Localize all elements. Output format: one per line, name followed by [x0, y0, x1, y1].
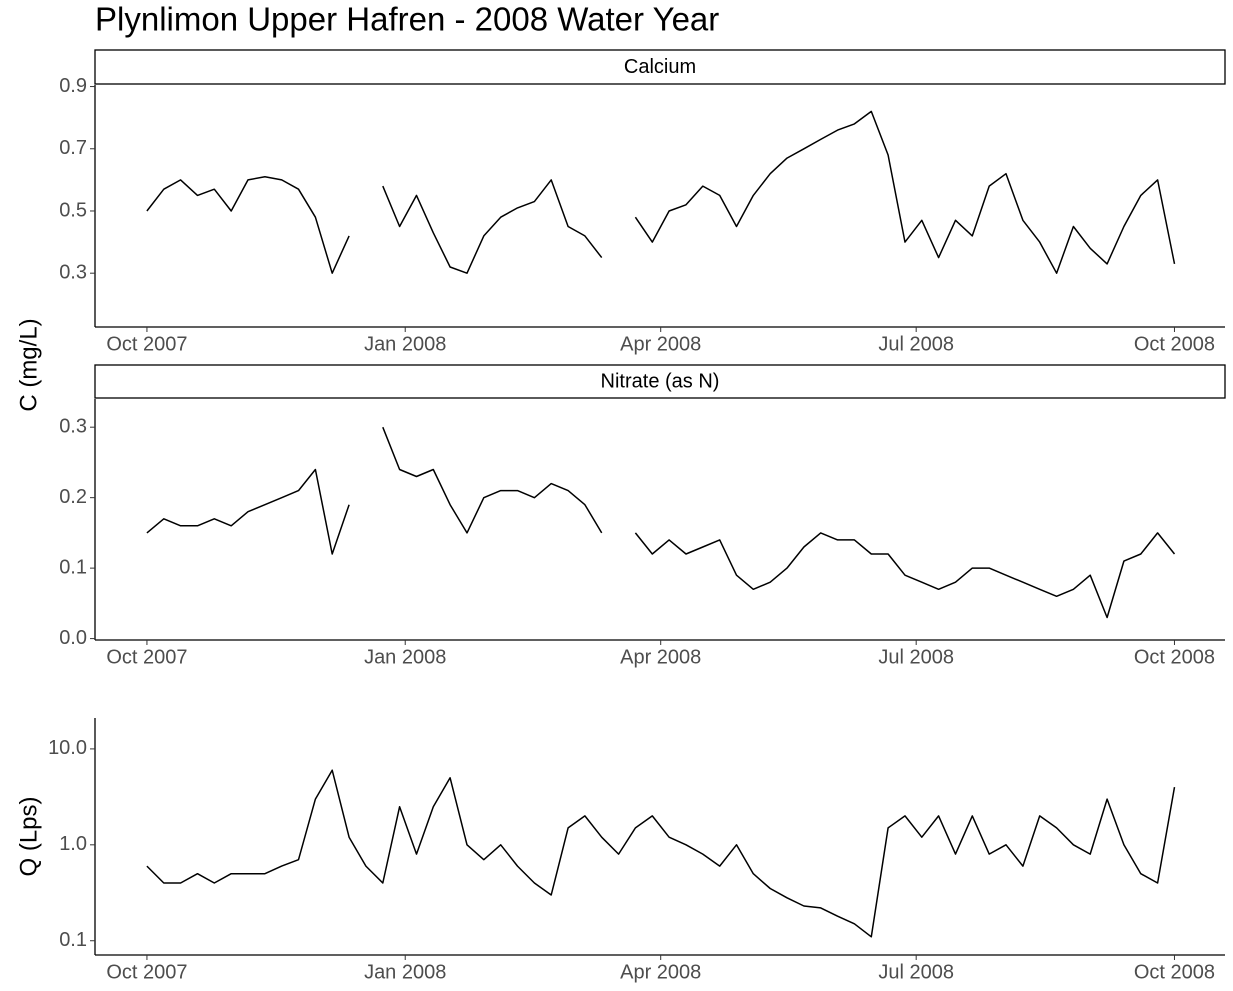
x-tick-label: Apr 2008 [620, 961, 701, 983]
x-tick-label: Apr 2008 [620, 333, 701, 355]
x-tick-label: Apr 2008 [620, 646, 701, 668]
x-tick-label: Oct 2007 [106, 646, 187, 668]
x-tick-label: Jul 2008 [878, 333, 954, 355]
strip [94, 49, 1226, 85]
y-tick-label: 0.3 [59, 261, 87, 283]
y-tick-label: 0.1 [59, 929, 87, 951]
series-line [146, 426, 1176, 619]
y-axis-title: C (mg/L) [15, 318, 42, 411]
x-tick-label: Oct 2008 [1134, 333, 1215, 355]
strip [94, 364, 1226, 399]
y-tick-label: 0.2 [59, 486, 87, 508]
x-tick-label: Jan 2008 [364, 333, 446, 355]
x-tick-label: Jul 2008 [878, 646, 954, 668]
x-tick-label: Oct 2007 [106, 333, 187, 355]
y-tick-label: 0.5 [59, 199, 87, 221]
x-tick-label: Jul 2008 [878, 961, 954, 983]
series-line [146, 110, 1176, 274]
y-tick-label: 0.1 [59, 556, 87, 578]
y-tick-label: 0.0 [59, 627, 87, 649]
series-line [146, 769, 1176, 938]
strip-label: Calcium [624, 56, 696, 78]
x-tick-label: Jan 2008 [364, 646, 446, 668]
y-axis-title: Q (Lps) [15, 796, 42, 876]
x-tick-label: Oct 2008 [1134, 961, 1215, 983]
y-tick-label: 0.7 [59, 137, 87, 159]
y-tick-label: 0.3 [59, 415, 87, 437]
strip-label: Nitrate (as N) [601, 370, 720, 392]
x-tick-label: Oct 2007 [106, 961, 187, 983]
y-tick-label: 0.9 [59, 75, 87, 97]
figure-title: Plynlimon Upper Hafren - 2008 Water Year [95, 1, 719, 38]
y-tick-label: 10.0 [48, 737, 87, 759]
x-tick-label: Jan 2008 [364, 961, 446, 983]
y-tick-label: 1.0 [59, 833, 87, 855]
x-tick-label: Oct 2008 [1134, 646, 1215, 668]
